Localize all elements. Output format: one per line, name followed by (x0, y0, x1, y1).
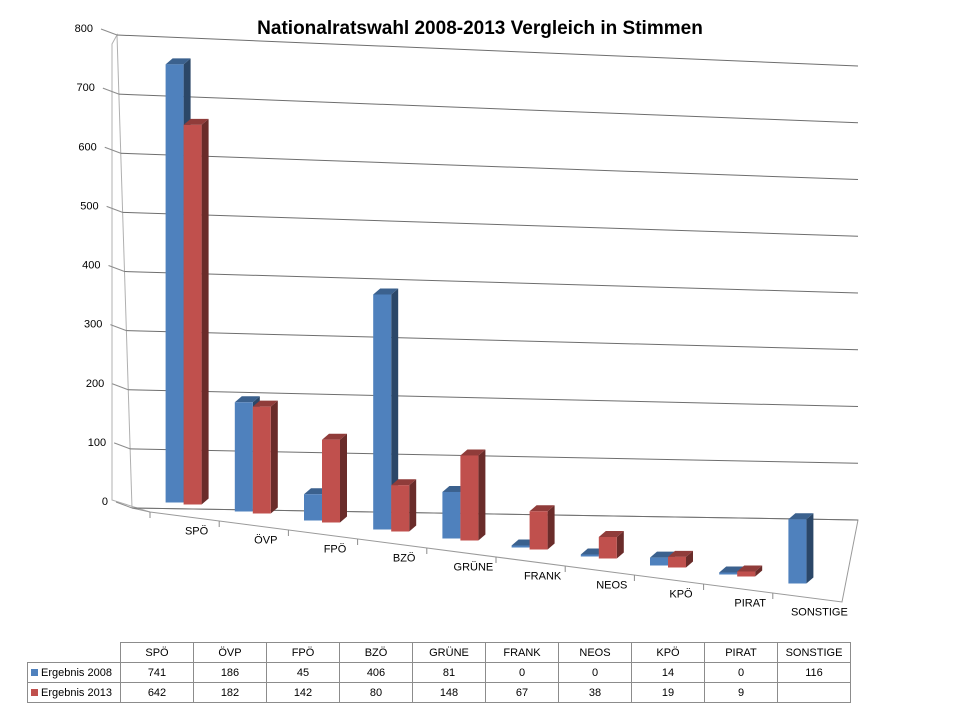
data-table-body: Ergebnis 2008 741 186 45 406 81 0 0 14 0 116 Ergebn… (27, 662, 851, 703)
y-tick-mark (102, 87, 120, 95)
x-tick-label: FRANK (524, 571, 562, 583)
table-category-header: FRANK (485, 642, 559, 663)
table-cell: 642 (120, 682, 194, 703)
bar-2013-3 (391, 479, 417, 532)
y-tick-label: 400 (82, 260, 100, 272)
y-tick-label: 300 (84, 319, 102, 331)
bar-2013-2 (322, 433, 347, 523)
y-tick-label: 600 (78, 141, 96, 153)
x-tick-label: FPÖ (324, 544, 347, 556)
table-cell: 0 (558, 662, 632, 683)
table-cell: 14 (631, 662, 705, 683)
x-tick-label: PIRAT (734, 598, 766, 610)
table-cell: 142 (266, 682, 340, 703)
gridline (120, 152, 859, 180)
table-cell: 186 (193, 662, 267, 683)
table-row: Ergebnis 2008 741 186 45 406 81 0 0 14 0 116 (27, 662, 851, 683)
gridline (116, 34, 859, 67)
table-cell: 116 (777, 662, 851, 683)
table-category-header: KPÖ (631, 642, 705, 663)
x-tick-label: NEOS (596, 580, 627, 592)
y-tick-label: 100 (88, 437, 106, 449)
x-tick-label: BZÖ (393, 553, 416, 565)
y-tick-label: 0 (102, 496, 108, 508)
gridline (126, 330, 859, 351)
legend-entry: Ergebnis 2013 (27, 682, 121, 703)
gridline (122, 211, 859, 237)
bar-2013-0 (183, 118, 209, 505)
table-cell (777, 682, 851, 703)
legend-entry: Ergebnis 2008 (27, 662, 121, 683)
x-tick-label: SPÖ (185, 526, 209, 538)
gridline (118, 93, 859, 124)
bar-2008-3 (373, 288, 399, 530)
legend-key (31, 669, 38, 677)
y-tick-mark (112, 383, 129, 391)
table-cell: 19 (631, 682, 705, 703)
table-category-header: SPÖ (120, 642, 194, 663)
gridline (124, 271, 859, 294)
chart-plot: 0 100 200 300 400 500 600 700 800 SPÖ ÖVP FPÖ BZÖ GRÜ… (75, 23, 859, 619)
table-category-header: SONSTIGE (777, 642, 851, 663)
x-tick-label: ÖVP (254, 535, 277, 547)
y-tick-label: 700 (77, 82, 95, 94)
bar-2013-7 (668, 550, 693, 568)
y-tick-mark (113, 442, 131, 450)
table-cell: 0 (485, 662, 559, 683)
table-cell: 38 (558, 682, 632, 703)
table-category-header: NEOS (558, 642, 632, 663)
y-tick-label: 200 (86, 378, 104, 390)
table-category-header: GRÜNE (412, 642, 486, 663)
table-category-header: ÖVP (193, 642, 267, 663)
table-cell: 9 (704, 682, 778, 703)
side-wall (111, 33, 151, 513)
x-tick-label: SONSTIGE (791, 607, 848, 619)
legend-key (31, 689, 38, 697)
table-cell: 148 (412, 682, 486, 703)
table-cell: 741 (120, 662, 194, 683)
data-table-header: SPÖ ÖVP FPÖ BZÖ GRÜNE FRANK NEOS KPÖ PIRAT SONSTI… (27, 642, 851, 663)
y-tick-mark (110, 324, 127, 332)
data-table: SPÖ ÖVP FPÖ BZÖ GRÜNE FRANK NEOS KPÖ PIRAT SONSTI… (27, 642, 851, 703)
legend-label: Ergebnis 2013 (41, 686, 112, 699)
table-cell: 0 (704, 662, 778, 683)
table-cell: 45 (266, 662, 340, 683)
bar-2008-9 (788, 513, 814, 584)
y-tick-mark (106, 205, 123, 213)
y-tick-mark (100, 28, 118, 36)
x-tick-label: GRÜNE (454, 562, 494, 574)
legend-label: Ergebnis 2008 (41, 666, 112, 679)
table-cell: 182 (193, 682, 267, 703)
table-category-header: BZÖ (339, 642, 413, 663)
table-cell: 80 (339, 682, 413, 703)
bar-2013-4 (460, 449, 486, 541)
table-category-header: FPÖ (266, 642, 340, 663)
y-tick-mark (104, 146, 121, 154)
table-cell: 81 (412, 662, 486, 683)
bar-2013-6 (598, 530, 624, 559)
y-tick-mark (108, 265, 125, 272)
y-tick-label: 500 (80, 200, 98, 212)
table-cell: 67 (485, 682, 559, 703)
chart-title: Nationalratswahl 2008-2013 Vergleich in … (257, 18, 703, 39)
table-category-header: PIRAT (704, 642, 778, 663)
table-row: Ergebnis 2013 642 182 142 80 148 67 38 19 9 (27, 682, 851, 703)
bar-2013-5 (529, 505, 555, 550)
bar-2013-8 (737, 565, 763, 577)
chart-floor (131, 507, 859, 603)
table-cell: 406 (339, 662, 413, 683)
y-tick-label: 800 (75, 23, 93, 35)
bar-2013-1 (252, 400, 278, 514)
table-corner (27, 642, 121, 663)
y-tick-mark (115, 501, 133, 509)
x-tick-label: KPÖ (669, 589, 693, 601)
gridline (128, 389, 859, 407)
